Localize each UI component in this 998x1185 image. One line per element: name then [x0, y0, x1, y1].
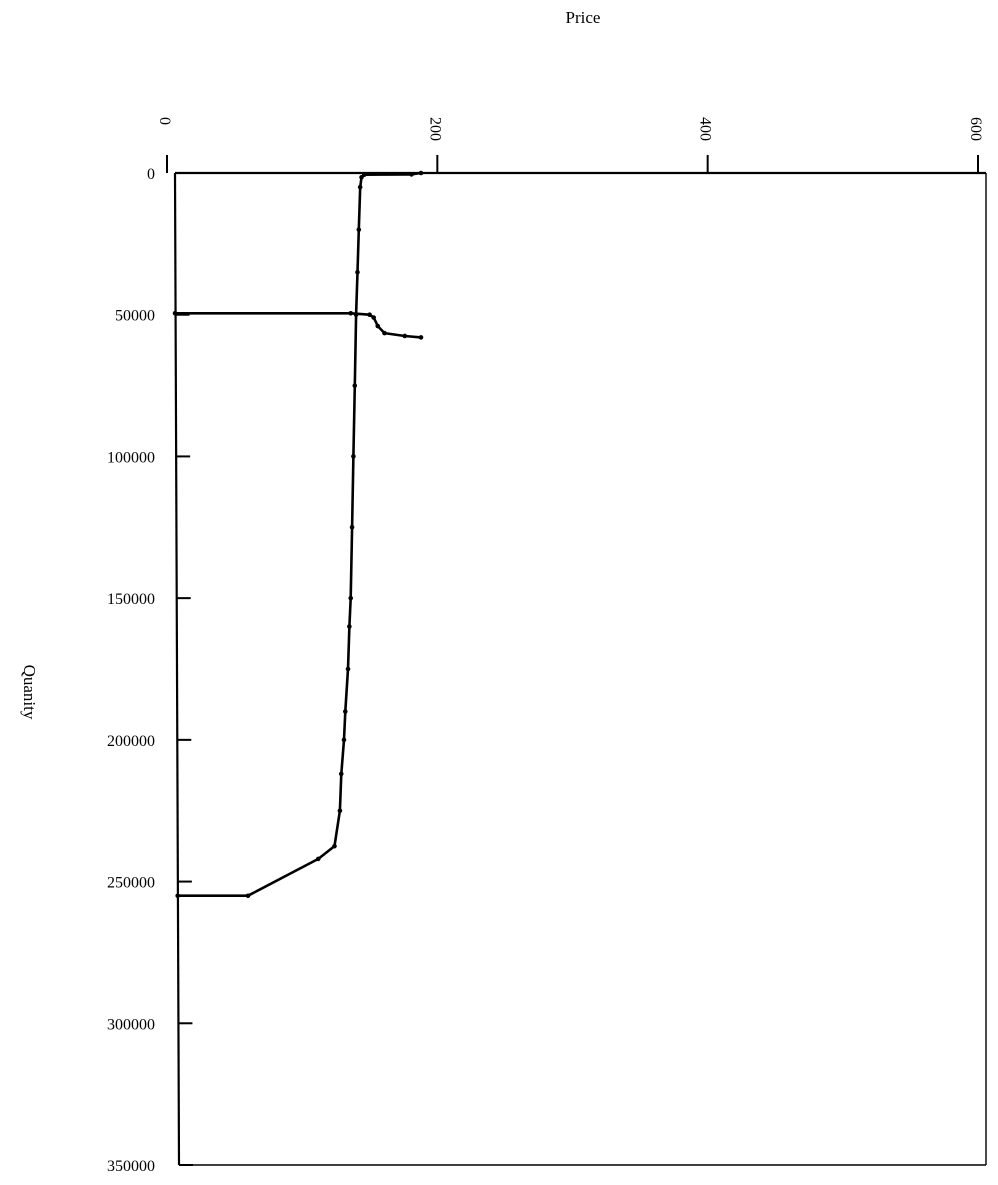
series-point	[348, 595, 354, 601]
y-axis-title: Quanity	[20, 665, 39, 720]
series-line-2	[173, 311, 423, 339]
series-point	[315, 856, 321, 862]
x-tick-label: 200	[426, 117, 443, 141]
y-tick-label: 0	[147, 166, 155, 183]
series-point	[172, 310, 178, 316]
y-axis-line	[173, 172, 181, 1166]
series-point	[355, 269, 360, 275]
series-point	[348, 310, 354, 316]
series-point	[347, 624, 352, 629]
series-point	[371, 315, 376, 320]
y-axis-ticks: 0 50000 100000 150000 200000 250000 300000 3500…	[107, 166, 193, 1175]
series-point	[359, 174, 364, 180]
series-group	[172, 170, 424, 899]
series-point	[402, 333, 408, 339]
series-point	[341, 737, 347, 743]
y-tick-label: 200000	[107, 733, 155, 750]
series-point	[245, 893, 251, 899]
y-tick-label: 250000	[107, 875, 155, 892]
series-point	[409, 172, 414, 177]
series-point	[352, 383, 358, 388]
series-point	[418, 170, 424, 176]
x-axis-title: Price	[566, 8, 601, 27]
series-point	[345, 666, 351, 672]
series-point	[375, 323, 381, 329]
series-point	[349, 524, 355, 530]
y-tick-label: 350000	[107, 1158, 155, 1175]
x-tick-label: 0	[156, 117, 173, 125]
series-point	[338, 771, 344, 777]
x-axis-ticks: 0 200 400 600	[156, 117, 984, 173]
series-point	[332, 843, 337, 849]
series-point	[343, 709, 348, 714]
y-tick-label: 100000	[107, 449, 155, 466]
series-point	[382, 330, 387, 336]
series-point	[367, 312, 372, 318]
series-line-1	[176, 171, 423, 898]
plot-frame	[173, 171, 987, 1166]
x-tick-label: 400	[697, 117, 714, 141]
series-point	[356, 227, 362, 232]
x-tick-label: 600	[967, 117, 984, 141]
y-tick-label: 50000	[115, 308, 155, 325]
series-point	[175, 893, 181, 899]
series-point	[418, 335, 424, 340]
series-point	[351, 454, 356, 459]
y-tick-label: 150000	[107, 591, 155, 608]
series-point	[357, 184, 363, 190]
series-point	[337, 808, 343, 814]
y-tick-label: 300000	[107, 1016, 155, 1033]
